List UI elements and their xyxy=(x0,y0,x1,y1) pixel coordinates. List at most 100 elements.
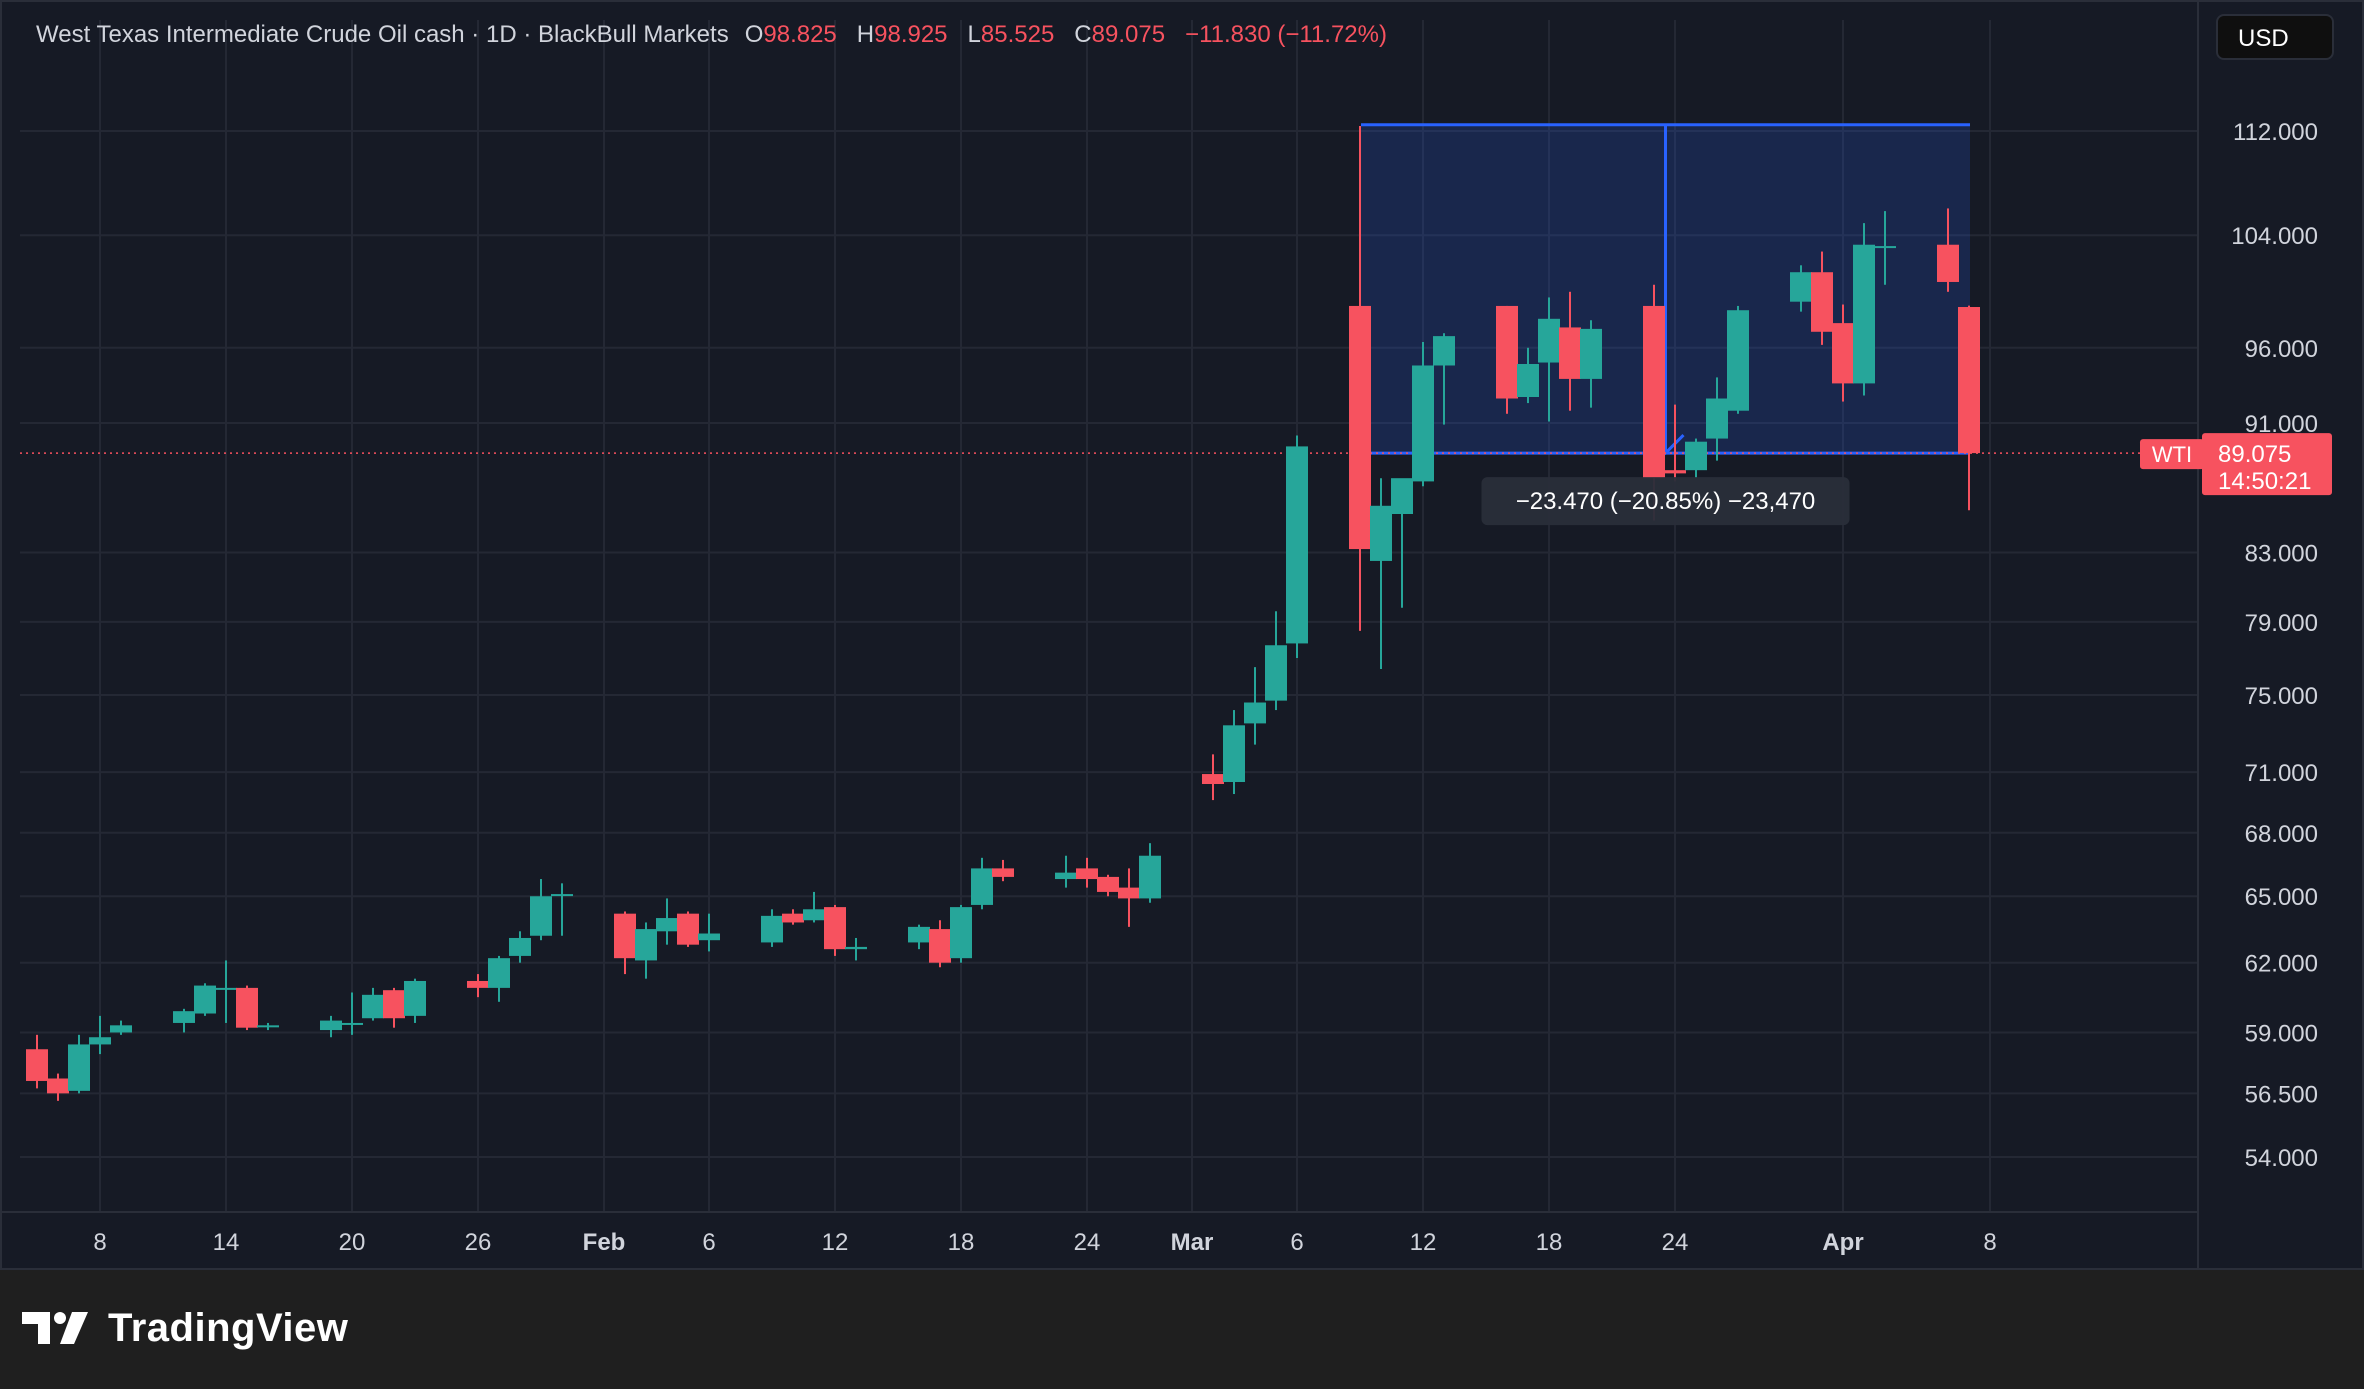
candle xyxy=(488,955,510,1002)
candle xyxy=(1349,125,1371,631)
candle xyxy=(824,904,846,956)
candle xyxy=(950,904,972,963)
x-tick-label: 14 xyxy=(213,1229,240,1256)
candle xyxy=(1412,341,1434,487)
y-tick-label: 79.000 xyxy=(2245,610,2318,637)
candle xyxy=(1118,868,1140,927)
candle xyxy=(341,992,363,1035)
price-tag-countdown: 14:50:21 xyxy=(2218,468,2311,495)
candle xyxy=(1790,265,1812,312)
candle xyxy=(1685,438,1707,479)
candle-body xyxy=(824,907,846,950)
candle xyxy=(614,911,636,975)
x-tick-label: 12 xyxy=(822,1229,849,1256)
candle xyxy=(173,1008,195,1033)
price-chart[interactable]: 112.000104.00096.00091.00083.00079.00075… xyxy=(0,0,2364,1270)
candle-body xyxy=(1055,872,1077,880)
candle xyxy=(1391,478,1413,608)
candle-body xyxy=(1412,365,1434,482)
symbol-legend: West Texas Intermediate Crude Oil cash ·… xyxy=(36,18,1397,52)
price-tag-box xyxy=(2202,433,2332,496)
candle xyxy=(320,1015,342,1038)
candle xyxy=(845,937,867,961)
candle-body xyxy=(1496,305,1518,399)
candle-body xyxy=(68,1044,90,1091)
candle-body xyxy=(614,913,636,959)
candle-body xyxy=(782,913,804,923)
candle xyxy=(509,931,531,963)
candle xyxy=(1139,843,1161,903)
candle-body xyxy=(89,1037,111,1045)
candle xyxy=(1496,305,1518,414)
x-tick-label: 26 xyxy=(465,1229,492,1256)
candle-body xyxy=(1202,774,1224,785)
chart-area[interactable] xyxy=(0,0,2364,1270)
candle-body xyxy=(1349,305,1371,550)
candle-body xyxy=(1685,441,1707,471)
candle-body xyxy=(1643,305,1665,479)
y-tick-label: 112.000 xyxy=(2233,119,2318,146)
candle-body xyxy=(1706,398,1728,439)
candle xyxy=(1937,208,1959,292)
y-tick-label: 75.000 xyxy=(2245,683,2318,710)
candle-body xyxy=(257,1025,279,1028)
candle xyxy=(635,922,657,979)
candle xyxy=(1664,404,1686,482)
candle xyxy=(992,859,1014,882)
y-tick-label: 62.000 xyxy=(2245,951,2318,978)
candle xyxy=(1853,223,1875,396)
candle xyxy=(551,883,573,936)
candle xyxy=(971,857,993,910)
symbol-tag: WTI xyxy=(2152,442,2192,467)
candle-body xyxy=(1076,868,1098,880)
y-tick-label: 71.000 xyxy=(2245,760,2318,787)
candle xyxy=(782,909,804,925)
candle xyxy=(1202,754,1224,801)
candle xyxy=(110,1020,132,1035)
candle-body xyxy=(992,868,1014,877)
candle xyxy=(194,983,216,1016)
candle-body xyxy=(971,868,993,905)
ohlc-close: C89.075 xyxy=(1074,21,1166,48)
tradingview-logo-icon xyxy=(22,1312,88,1344)
ohlc-high: H98.925 xyxy=(856,21,948,48)
candle-body xyxy=(845,946,867,950)
candle xyxy=(1832,304,1854,402)
candle-body xyxy=(1223,725,1245,783)
y-tick-label: 104.000 xyxy=(2231,223,2318,250)
x-tick-label: Feb xyxy=(583,1229,626,1256)
candle-body xyxy=(488,958,510,988)
candle-body xyxy=(173,1011,195,1023)
candle xyxy=(1874,211,1896,285)
candle-body xyxy=(1139,855,1161,899)
x-tick-label: 6 xyxy=(1290,1229,1303,1256)
candle-body xyxy=(1727,310,1749,411)
symbol-tag-box xyxy=(2140,439,2204,470)
candle xyxy=(929,920,951,968)
measure-tool xyxy=(1361,123,1970,456)
candle-body xyxy=(803,909,825,921)
ohlc-low: L85.525 xyxy=(967,21,1055,48)
tradingview-brand[interactable]: TradingView xyxy=(22,1298,348,1358)
candle-body xyxy=(1559,327,1581,379)
candle-body xyxy=(341,1022,363,1025)
candle xyxy=(1559,291,1581,411)
candle xyxy=(257,1022,279,1031)
currency-button[interactable]: USD xyxy=(2216,14,2334,60)
candle-body xyxy=(47,1078,69,1094)
candle-body xyxy=(1937,244,1959,282)
candle xyxy=(1433,333,1455,425)
y-tick-label: 65.000 xyxy=(2245,884,2318,911)
candle xyxy=(47,1073,69,1101)
candle-body xyxy=(509,937,531,956)
candle xyxy=(1538,297,1560,422)
candle xyxy=(68,1034,90,1094)
candle xyxy=(1958,305,1980,511)
candle xyxy=(698,913,720,952)
candle-body xyxy=(1244,702,1266,724)
candle-body xyxy=(761,915,783,943)
symbol-title[interactable]: West Texas Intermediate Crude Oil cash ·… xyxy=(36,21,729,48)
candle xyxy=(26,1034,48,1089)
candle-body xyxy=(110,1025,132,1033)
